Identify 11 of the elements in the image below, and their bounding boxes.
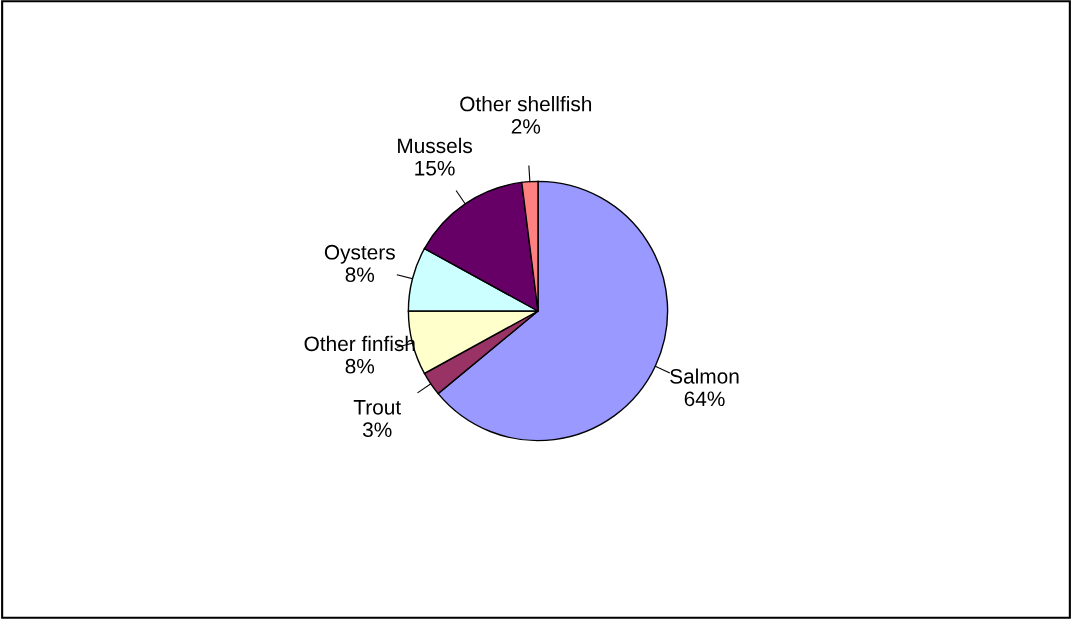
- data-label: 3%: [362, 422, 392, 438]
- data-label: 64%: [684, 391, 725, 407]
- data-label: 15%: [415, 160, 455, 176]
- data-label: 2%: [511, 119, 541, 134]
- slice-label: Salmon: [670, 368, 739, 384]
- slice-label: Trout: [353, 400, 401, 415]
- data-label: 8%: [345, 267, 375, 283]
- slice-label: Mussels: [398, 137, 473, 154]
- data-label: 8%: [345, 358, 375, 374]
- slice-label: Other shellfish: [460, 96, 592, 112]
- slice-label: Oysters: [324, 244, 395, 264]
